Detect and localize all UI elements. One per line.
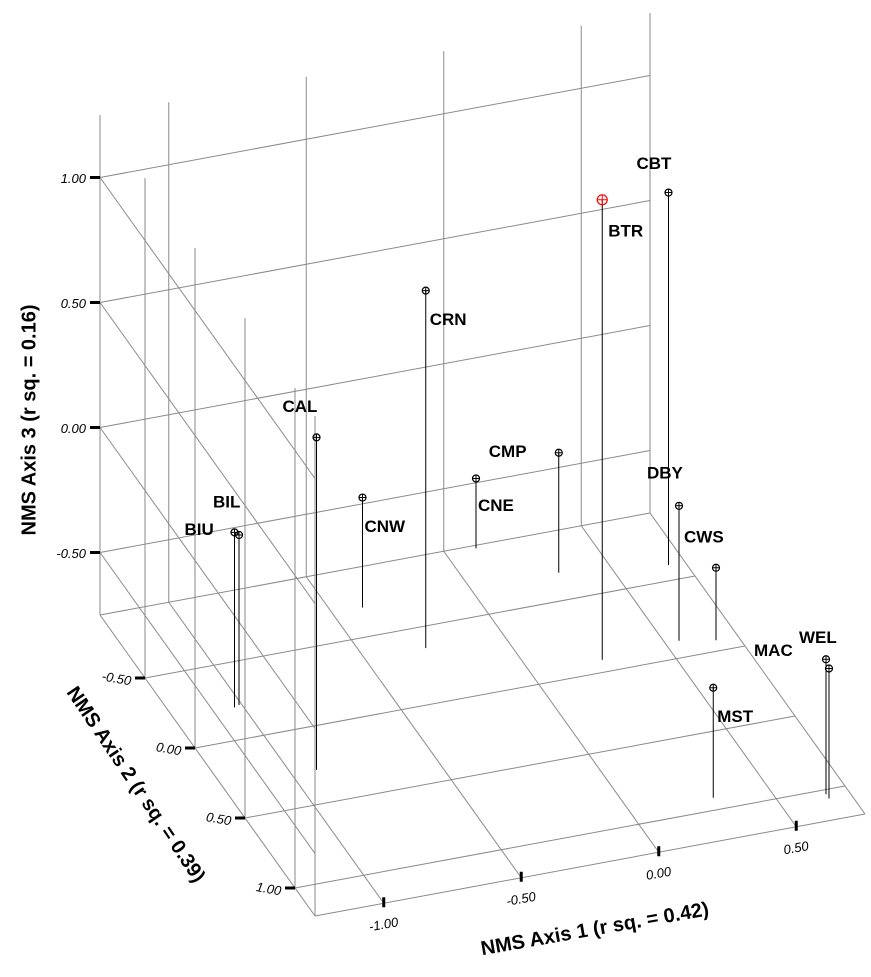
- box-edge: [649, 512, 866, 815]
- grid-line: [99, 75, 651, 178]
- point-label: DBY: [647, 463, 684, 482]
- grid-line: [99, 450, 651, 553]
- grid-line: [99, 552, 316, 854]
- y-tick-label: 0.50: [205, 809, 233, 828]
- grid-line: [144, 575, 696, 679]
- x-tick-label: 0.50: [782, 838, 810, 857]
- point-cross: [313, 433, 320, 441]
- y-tick-label: -0.50: [101, 668, 134, 688]
- grid-line: [99, 427, 316, 729]
- point-cross: [597, 194, 608, 205]
- point-cross: [825, 664, 833, 672]
- point-cross: [555, 449, 563, 457]
- grid-line: [194, 645, 746, 749]
- grid-line: [168, 601, 385, 904]
- point-label: MST: [717, 707, 754, 726]
- grid-line: [99, 200, 651, 303]
- point-cross: [675, 502, 683, 510]
- y-axis-label: NMS Axis 2 (r sq. = 0.39): [62, 683, 209, 887]
- x-axis-label: NMS Axis 1 (r sq. = 0.42): [479, 898, 710, 960]
- point-label: BTR: [608, 221, 643, 240]
- z-tick-label: 0.00: [61, 421, 87, 436]
- box-edge: [99, 614, 316, 917]
- point-label: CNW: [365, 517, 407, 536]
- y-tick-label: 0.00: [155, 739, 183, 758]
- point-cross: [472, 474, 480, 482]
- box-edge: [314, 813, 866, 917]
- point-label: BIL: [213, 492, 240, 511]
- point-label: CAL: [283, 397, 318, 416]
- y-tick-label: 1.00: [255, 879, 283, 898]
- point-label: WEL: [799, 628, 837, 647]
- grid-line: [99, 325, 651, 428]
- point-cross: [359, 494, 366, 502]
- x-tick-label: 0.00: [645, 863, 673, 882]
- grid-line: [244, 715, 796, 819]
- z-tick-label: -0.50: [56, 546, 86, 561]
- point-label: BIU: [185, 520, 214, 539]
- z-tick-label: 0.50: [61, 296, 87, 311]
- grid-line: [99, 177, 316, 479]
- x-tick-label: -0.50: [505, 889, 538, 909]
- point-label: CWS: [684, 527, 724, 546]
- point-cross: [422, 287, 430, 295]
- point-label: CBT: [637, 154, 673, 173]
- grid-line: [443, 550, 660, 853]
- point-label: CNE: [478, 496, 514, 515]
- grid-line: [294, 785, 846, 889]
- point-label: CRN: [430, 310, 467, 329]
- x-tick-label: -1.00: [368, 914, 401, 934]
- point-cross: [665, 189, 672, 197]
- point-cross: [231, 528, 238, 536]
- z-tick-label: 1.00: [61, 171, 87, 186]
- point-cross: [709, 684, 717, 692]
- grid-line: [99, 302, 316, 604]
- grid-line: [305, 576, 522, 879]
- z-axis-label: NMS Axis 3 (r sq. = 0.16): [18, 304, 40, 535]
- grid-line: [580, 525, 797, 828]
- point-label: MAC: [754, 641, 793, 660]
- point-cross: [712, 564, 720, 572]
- point-cross: [822, 655, 830, 663]
- point-label: CMP: [489, 442, 527, 461]
